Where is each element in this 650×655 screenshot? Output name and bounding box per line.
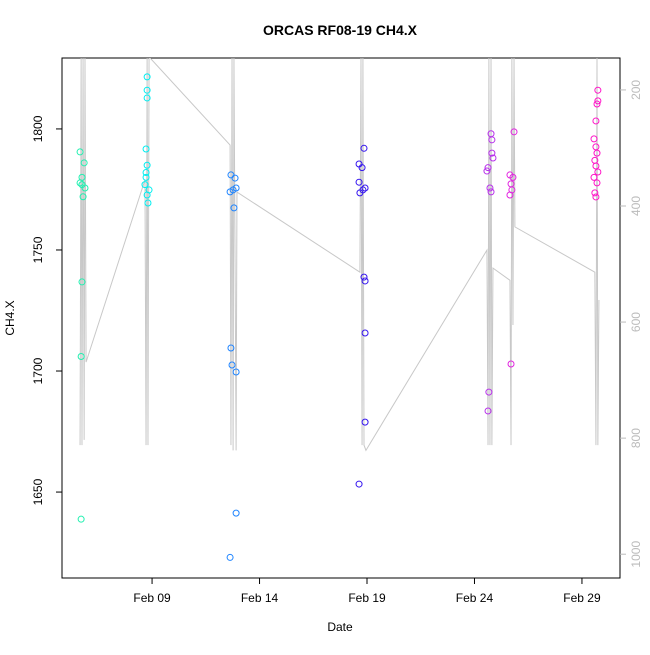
point xyxy=(484,164,492,172)
point xyxy=(232,184,240,192)
point xyxy=(76,148,84,156)
point xyxy=(594,86,602,94)
point xyxy=(590,173,598,181)
pressure-line xyxy=(79,58,600,452)
point xyxy=(486,184,494,192)
point xyxy=(227,344,235,352)
y-tick-label: 1800 xyxy=(31,115,45,142)
point xyxy=(77,352,85,360)
point xyxy=(77,515,85,523)
point xyxy=(360,273,368,281)
point xyxy=(231,174,239,182)
y2-tick-label: 400 xyxy=(629,196,643,216)
x-tick-label: Feb 19 xyxy=(348,591,386,605)
x-tick-label: Feb 14 xyxy=(241,591,279,605)
point xyxy=(358,164,366,172)
point xyxy=(228,361,236,369)
point xyxy=(593,149,601,157)
point xyxy=(510,128,518,136)
x-tick-label: Feb 29 xyxy=(563,591,601,605)
x-tick-label: Feb 09 xyxy=(133,591,171,605)
point xyxy=(507,360,515,368)
point xyxy=(592,193,600,201)
chart-title: ORCAS RF08-19 CH4.X xyxy=(263,22,418,38)
point xyxy=(488,149,496,157)
point xyxy=(355,178,363,186)
point xyxy=(593,100,601,108)
point xyxy=(227,171,235,179)
point xyxy=(361,184,369,192)
point xyxy=(593,179,601,187)
point xyxy=(142,145,150,153)
x-tick-label: Feb 24 xyxy=(456,591,494,605)
y-tick-label: 1700 xyxy=(31,357,45,384)
point xyxy=(142,173,150,181)
point xyxy=(485,388,493,396)
point xyxy=(232,368,240,376)
point xyxy=(356,189,364,197)
y2-tick-label: 600 xyxy=(629,312,643,332)
point xyxy=(488,136,496,144)
point xyxy=(590,135,598,143)
point xyxy=(79,193,87,201)
point xyxy=(355,480,363,488)
point xyxy=(141,181,149,189)
point xyxy=(226,553,234,561)
point xyxy=(232,509,240,517)
point xyxy=(145,186,153,194)
y2-tick-label: 200 xyxy=(629,80,643,100)
point xyxy=(594,168,602,176)
point xyxy=(361,418,369,426)
point xyxy=(591,189,599,197)
point xyxy=(489,154,497,162)
point xyxy=(81,184,89,192)
point xyxy=(487,188,495,196)
plot-box xyxy=(61,57,621,579)
point xyxy=(592,143,600,151)
point xyxy=(484,407,492,415)
point xyxy=(592,117,600,125)
point xyxy=(144,199,152,207)
point xyxy=(143,86,151,94)
point xyxy=(230,204,238,212)
point xyxy=(592,162,600,170)
point xyxy=(226,188,234,196)
x-axis-label: Date xyxy=(327,620,353,634)
point xyxy=(483,167,491,175)
point xyxy=(509,173,517,181)
point xyxy=(506,191,514,199)
y-axis-label: CH4.X xyxy=(3,300,17,335)
point xyxy=(361,329,369,337)
y-tick-label: 1650 xyxy=(31,478,45,505)
point xyxy=(80,159,88,167)
point xyxy=(142,169,150,177)
point xyxy=(143,94,151,102)
y-tick-label: 1750 xyxy=(31,236,45,263)
y2-tick-label: 1000 xyxy=(629,541,643,568)
point xyxy=(78,278,86,286)
point xyxy=(594,97,602,105)
point xyxy=(143,161,151,169)
point xyxy=(360,144,368,152)
point xyxy=(143,73,151,81)
point xyxy=(76,179,84,187)
y2-tick-label: 800 xyxy=(629,428,643,448)
point xyxy=(361,277,369,285)
